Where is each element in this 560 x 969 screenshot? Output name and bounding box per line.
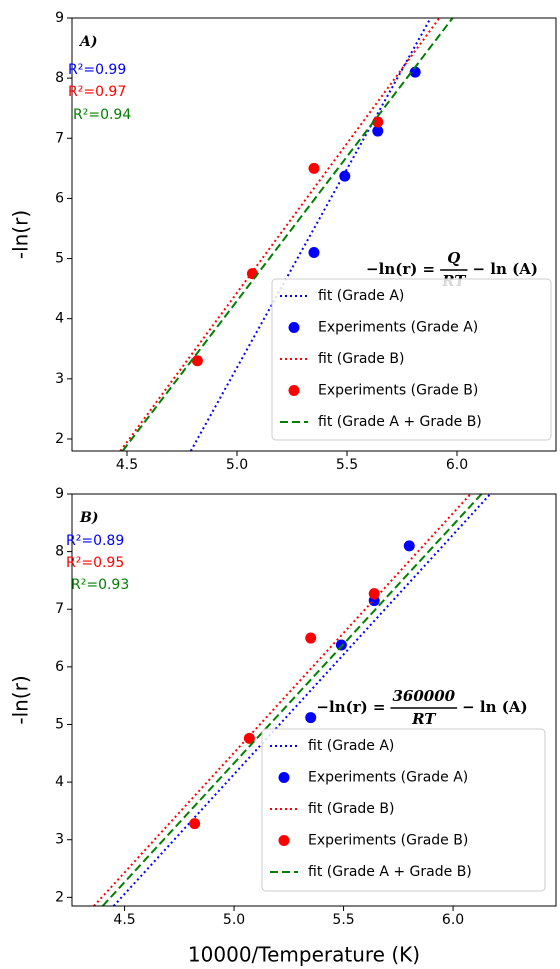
legend-label: Experiments (Grade A)	[308, 770, 468, 786]
y-tick-label: 3	[55, 832, 64, 848]
equation-lhs: −ln(r) =	[316, 698, 385, 716]
x-tick-label: 6.0	[442, 912, 464, 928]
legend-label: fit (Grade A + Grade B)	[308, 864, 472, 880]
x-tick-label: 5.0	[223, 912, 245, 928]
fit-line	[101, 494, 483, 906]
axes-frame	[71, 17, 557, 452]
data-point	[308, 247, 320, 259]
y-tick-label: 5	[55, 716, 64, 732]
data-point	[305, 632, 317, 644]
equation-denominator: RT	[411, 710, 437, 728]
fit-line	[121, 18, 454, 451]
equation-numerator: Q	[447, 249, 460, 267]
legend-label: fit (Grade B)	[318, 351, 404, 367]
data-point	[308, 162, 320, 174]
y-tick-label: 6	[55, 659, 64, 675]
data-point	[372, 116, 384, 128]
y-tick-label: 7	[55, 601, 64, 617]
x-axis-label: 10000/Temperature (K)	[188, 943, 420, 967]
legend-box	[271, 278, 552, 441]
equation-rhs: − ln (A)	[462, 698, 527, 716]
y-axis-label: -ln(r)	[9, 210, 33, 259]
data-point	[403, 540, 415, 552]
legend-label: Experiments (Grade B)	[318, 383, 478, 399]
y-tick-label: 4	[55, 774, 64, 790]
r-squared: R²=0.99	[68, 62, 126, 78]
legend-marker	[288, 385, 300, 396]
fit-line	[93, 494, 472, 906]
y-tick-label: 9	[55, 486, 64, 502]
data-point	[246, 268, 258, 280]
x-tick-label: 6.0	[446, 457, 468, 473]
legend-label: Experiments (Grade A)	[318, 320, 478, 336]
fit-line	[112, 494, 492, 906]
axes-frame	[71, 493, 557, 907]
x-tick-label: 5.0	[226, 457, 248, 473]
legend-box	[261, 728, 546, 892]
legend-label: fit (Grade A)	[318, 288, 404, 304]
equation-numerator: 360000	[392, 687, 455, 705]
legend-label: Experiments (Grade B)	[308, 833, 468, 849]
r-squared: R²=0.95	[66, 555, 124, 571]
subplot: 2 3 4 5 6 7 8 9 4.5 5.0 5.5 6.0 B) -ln(r) 10000/Temper…	[9, 486, 557, 967]
data-point	[372, 125, 384, 137]
y-axis-label: -ln(r)	[9, 675, 33, 724]
y-tick-label: 9	[55, 10, 64, 26]
plot-area	[93, 494, 492, 906]
legend-marker	[278, 772, 290, 783]
data-point	[409, 66, 421, 78]
y-tick-label: 8	[55, 544, 64, 560]
r-squared: R²=0.93	[71, 577, 129, 593]
data-point	[339, 170, 351, 182]
data-point	[305, 712, 317, 724]
subplot: 2 3 4 5 6 7 8 9 4.5 5.0 5.5 6.0 A) -ln(r) R²=0.99 R²=0.…	[9, 10, 557, 473]
equation-rhs: − ln (A)	[472, 260, 537, 278]
y-tick-label: 6	[55, 190, 64, 206]
data-point	[243, 732, 255, 744]
data-point	[189, 818, 201, 830]
x-tick-label: 5.5	[336, 457, 358, 473]
y-tick-label: 5	[55, 251, 64, 267]
legend-label: fit (Grade A + Grade B)	[318, 414, 482, 430]
data-point	[368, 588, 380, 600]
legend-label: fit (Grade A)	[308, 738, 394, 754]
legend-marker	[288, 322, 300, 333]
data-point	[191, 355, 203, 367]
legend-label: fit (Grade B)	[308, 801, 394, 817]
y-tick-label: 3	[55, 371, 64, 387]
x-tick-label: 4.5	[116, 457, 138, 473]
legend-marker	[278, 835, 290, 846]
panel-label: B)	[79, 510, 98, 526]
y-tick-label: 2	[55, 889, 64, 905]
r-squared: R²=0.94	[73, 107, 131, 123]
y-tick-label: 4	[55, 311, 64, 327]
y-tick-label: 2	[55, 431, 64, 447]
x-tick-label: 4.5	[113, 912, 135, 928]
equation-lhs: −ln(r) =	[366, 260, 435, 278]
y-tick-label: 7	[55, 130, 64, 146]
plot-area	[119, 18, 454, 451]
r-squared: R²=0.89	[66, 533, 124, 549]
x-tick-label: 5.5	[332, 912, 354, 928]
panel-label: A)	[78, 34, 98, 50]
y-tick-label: 8	[55, 70, 64, 86]
r-squared: R²=0.97	[68, 84, 126, 100]
